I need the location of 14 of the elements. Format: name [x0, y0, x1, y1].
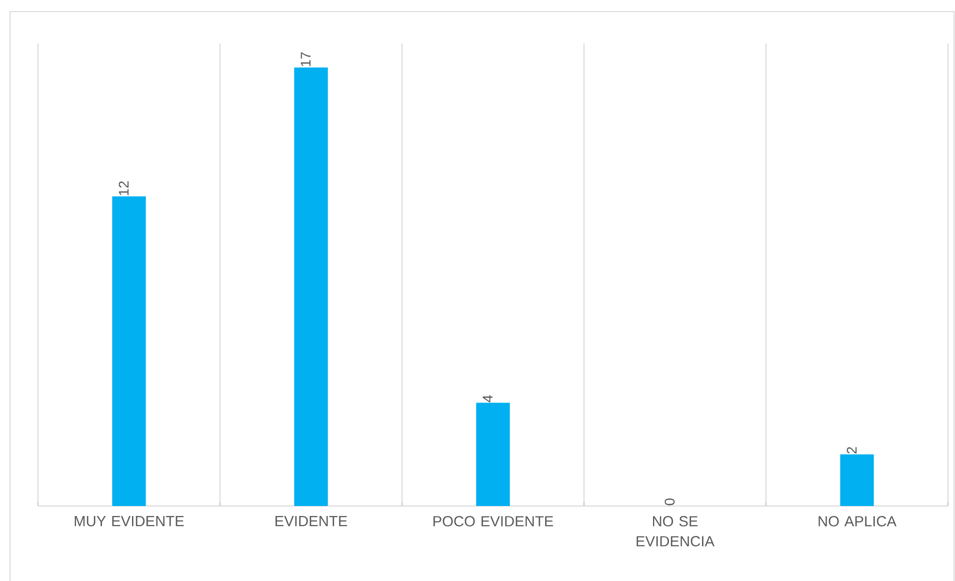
x-tick-label: MUY EVIDENTE: [74, 516, 184, 526]
bar: [112, 196, 146, 506]
data-label: 2: [846, 447, 857, 454]
bar: [840, 454, 874, 506]
x-tick-label: POCO EVIDENTE: [434, 516, 554, 526]
data-label: 17: [300, 52, 310, 66]
x-tick-label: EVIDENTE: [276, 516, 348, 526]
data-label: 0: [664, 498, 675, 506]
data-label: 4: [482, 395, 492, 402]
bar: [476, 402, 510, 506]
x-tick-label: NO APLICA: [818, 516, 896, 526]
bar: [294, 67, 328, 506]
data-label: 12: [118, 181, 129, 196]
x-tick-label: NO SE EVIDENCIA: [636, 516, 714, 546]
